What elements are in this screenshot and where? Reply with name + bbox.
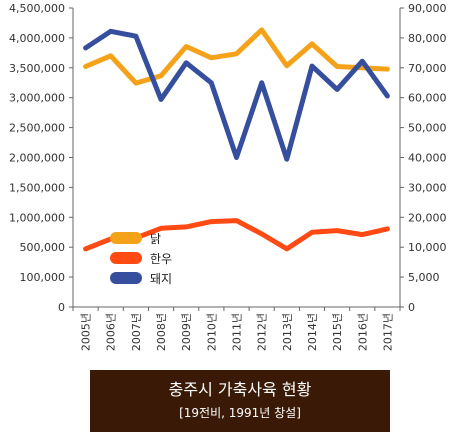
left-y-tick-label: 2,000,000 xyxy=(9,152,65,165)
legend-label: 닭 xyxy=(150,232,161,246)
legend-swatch xyxy=(110,272,142,284)
chart-subtitle: [19전비, 1991년 창설] xyxy=(90,405,390,421)
left-y-tick-label: 3,500,000 xyxy=(9,62,65,75)
legend-swatch xyxy=(110,232,142,244)
left-y-tick-label: 4,000,000 xyxy=(9,32,65,45)
chart-caption-box: 충주시 가축사육 현황 [19전비, 1991년 창설] xyxy=(90,370,390,432)
right-y-axis: 0 5,000 10,000 20,000 30,000 40,000 50,000 60,0… xyxy=(400,2,447,314)
series-line-닭 xyxy=(86,30,388,83)
left-y-tick-label: 3,000,000 xyxy=(9,92,65,105)
right-y-tick-label: 20,000 xyxy=(408,211,447,224)
x-tick-label: 2017년 xyxy=(381,313,394,351)
left-y-axis: 0 100,000 500,000 1,000,000 1,500,000 2,000,0… xyxy=(9,2,73,314)
right-y-tick-label: 80,000 xyxy=(408,32,447,45)
x-tick-label: 2013년 xyxy=(281,313,294,351)
x-tick-label: 2015년 xyxy=(331,313,344,351)
x-tick-label: 2014년 xyxy=(306,313,319,351)
right-y-tick-label: 70,000 xyxy=(408,62,447,75)
right-y-tick-label: 0 xyxy=(408,301,415,314)
right-y-tick-label: 90,000 xyxy=(408,2,447,15)
chart-title: 충주시 가축사육 현황 xyxy=(90,380,390,400)
x-tick-label: 2007년 xyxy=(130,313,143,351)
left-y-tick-label: 2,500,000 xyxy=(9,122,65,135)
series-lines xyxy=(86,30,388,249)
x-tick-label: 2005년 xyxy=(80,313,93,351)
right-y-tick-label: 10,000 xyxy=(408,241,447,254)
left-y-tick-label: 100,000 xyxy=(20,271,66,284)
right-y-tick-label: 60,000 xyxy=(408,92,447,105)
x-tick-label: 2006년 xyxy=(105,313,118,351)
chart-area: 0 100,000 500,000 1,000,000 1,500,000 2,000,0… xyxy=(0,0,450,365)
left-y-tick-label: 500,000 xyxy=(20,241,66,254)
right-y-tick-label: 40,000 xyxy=(408,152,447,165)
legend-label: 돼지 xyxy=(150,272,172,286)
x-tick-label: 2009년 xyxy=(180,313,193,351)
right-y-tick-label: 5,000 xyxy=(408,271,440,284)
x-axis: 2005년 2006년 2007년 2008년 2009년 2010년 2011년 2012년… xyxy=(73,307,400,351)
x-tick-label: 2012년 xyxy=(256,313,269,351)
right-y-tick-label: 50,000 xyxy=(408,122,447,135)
legend-label: 한우 xyxy=(150,252,172,266)
left-y-tick-label: 4,500,000 xyxy=(9,2,65,15)
x-tick-label: 2010년 xyxy=(205,313,218,351)
legend-swatch xyxy=(110,252,142,264)
left-y-tick-label: 1,000,000 xyxy=(9,211,65,224)
x-tick-label: 2016년 xyxy=(356,313,369,351)
x-tick-label: 2008년 xyxy=(155,313,168,351)
left-y-tick-label: 1,500,000 xyxy=(9,181,65,194)
right-y-tick-label: 30,000 xyxy=(408,181,447,194)
left-y-tick-label: 0 xyxy=(58,301,65,314)
x-tick-label: 2011년 xyxy=(231,313,244,351)
